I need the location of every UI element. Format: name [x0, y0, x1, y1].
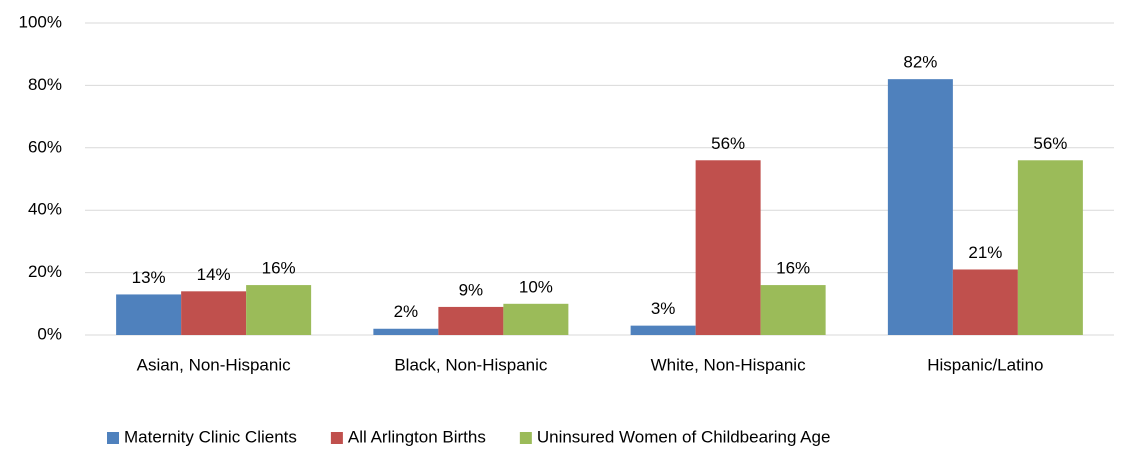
bar — [695, 160, 761, 335]
x-tick-label: Black, Non-Hispanic — [394, 355, 548, 374]
data-label: 14% — [197, 265, 231, 284]
legend-label: All Arlington Births — [348, 427, 486, 446]
bar — [373, 328, 439, 335]
y-tick-label: 100% — [19, 12, 62, 31]
y-tick-label: 40% — [28, 200, 62, 219]
data-label: 3% — [651, 299, 676, 318]
x-tick-label: Hispanic/Latino — [927, 355, 1043, 374]
bar — [952, 269, 1018, 335]
y-tick-label: 60% — [28, 137, 62, 156]
data-label: 16% — [776, 259, 810, 278]
bar — [887, 79, 953, 335]
data-label: 16% — [262, 259, 296, 278]
data-label: 82% — [903, 53, 937, 72]
data-label: 21% — [968, 243, 1002, 262]
data-label: 56% — [1033, 134, 1067, 153]
y-tick-label: 20% — [28, 262, 62, 281]
legend-swatch — [519, 432, 532, 444]
data-label: 9% — [459, 280, 484, 299]
bar — [760, 285, 826, 335]
data-label: 2% — [394, 302, 419, 321]
legend-swatch — [107, 432, 119, 444]
legend-label: Maternity Clinic Clients — [124, 427, 297, 446]
data-label: 10% — [519, 277, 553, 296]
x-tick-label: Asian, Non-Hispanic — [137, 355, 292, 374]
y-tick-label: 0% — [37, 324, 62, 343]
data-label: 13% — [132, 268, 166, 287]
x-tick-label: White, Non-Hispanic — [651, 355, 806, 374]
legend-label: Uninsured Women of Childbearing Age — [537, 427, 831, 446]
bar — [116, 294, 182, 335]
bar — [503, 303, 569, 335]
bar — [1017, 160, 1083, 335]
bar — [246, 285, 312, 335]
bar — [630, 325, 696, 335]
data-label: 56% — [711, 134, 745, 153]
bar — [181, 291, 247, 335]
y-tick-label: 80% — [28, 75, 62, 94]
legend-swatch — [330, 432, 343, 444]
bar — [438, 306, 504, 335]
